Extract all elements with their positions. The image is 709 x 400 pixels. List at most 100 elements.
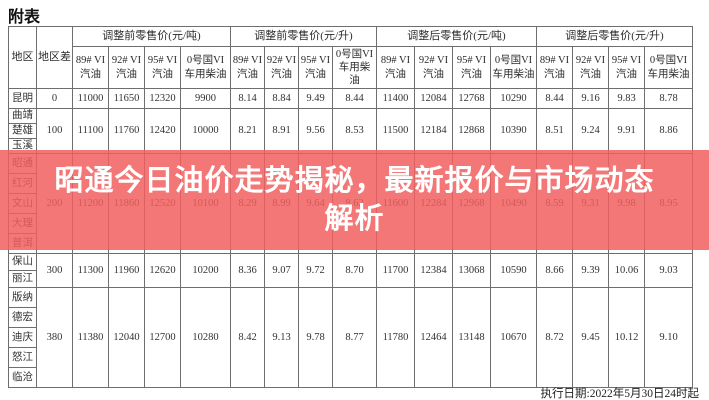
price-cell: 12464 [414, 287, 453, 388]
price-cell: 10590 [490, 253, 537, 288]
price-cell: 12620 [144, 253, 181, 288]
price-cell: 9.16 [572, 88, 609, 109]
price-cell: 10670 [490, 287, 537, 388]
price-cell: 9.10 [644, 287, 693, 388]
price-cell: 11760 [108, 108, 145, 154]
price-cell: 12184 [414, 108, 453, 154]
table-row: 保山 300 11300 11960 12620 10200 8.36 9.07 9.72 8.7… [8, 253, 693, 288]
header-fuel-type: 89# VI汽油 [536, 46, 573, 89]
price-cell: 11780 [376, 287, 415, 388]
header-fuel-type: 92# VI汽油 [108, 46, 145, 89]
header-region-diff: 地区差 [36, 26, 73, 89]
price-cell: 11300 [72, 253, 109, 288]
price-cell: 8.44 [332, 88, 377, 109]
price-cell: 12768 [452, 88, 491, 109]
price-cell: 10390 [490, 108, 537, 154]
price-cell: 11700 [376, 253, 415, 288]
region-cell: 迪庆 [8, 327, 37, 348]
price-cell: 9.39 [572, 253, 609, 288]
table-row: 临沧 [8, 367, 693, 388]
price-cell: 9.45 [572, 287, 609, 388]
price-cell: 11500 [376, 108, 415, 154]
price-cell: 8.91 [264, 108, 299, 154]
header-fuel-type: 92# VI汽油 [414, 46, 453, 89]
price-cell: 11960 [108, 253, 145, 288]
price-cell: 11380 [72, 287, 109, 388]
price-cell: 8.86 [644, 108, 693, 154]
region-cell: 曲靖 [8, 108, 37, 124]
price-cell: 13148 [452, 287, 491, 388]
price-cell: 8.84 [264, 88, 299, 109]
price-cell: 8.77 [332, 287, 377, 388]
header-price-group: 调整后零售价(元/吨) [376, 26, 537, 47]
price-cell: 9.13 [264, 287, 299, 388]
header-price-group: 调整前零售价(元/吨) [72, 26, 231, 47]
price-cell: 11000 [72, 88, 109, 109]
header-fuel-type: 95# VI汽油 [452, 46, 491, 89]
region-diff-cell: 300 [36, 253, 73, 288]
table-row: 曲靖 100 11100 11760 12420 10000 8.21 8.91 9.56 8.5… [8, 108, 693, 154]
price-cell: 12384 [414, 253, 453, 288]
price-cell: 10000 [180, 108, 231, 154]
price-cell: 9.83 [608, 88, 645, 109]
price-cell: 9900 [180, 88, 231, 109]
price-cell: 11650 [108, 88, 145, 109]
price-cell: 8.42 [230, 287, 265, 388]
header-fuel-type: 0号国VI车用柴油 [180, 46, 231, 89]
price-cell: 9.78 [298, 287, 333, 388]
price-cell: 12868 [452, 108, 491, 154]
table-row: 昆明 0 11000 11650 12320 9900 8.14 8.84 9.49 8.44 11… [8, 88, 693, 109]
price-cell: 11400 [376, 88, 415, 109]
header-fuel-type: 95# VI汽油 [144, 46, 181, 89]
price-cell: 12084 [414, 88, 453, 109]
table-row: 版纳 380 11380 12040 12700 10280 8.42 9.13 9.78 8.7… [8, 287, 693, 388]
price-cell: 8.70 [332, 253, 377, 288]
region-cell: 德宏 [8, 307, 37, 328]
header-fuel-type: 95# VI汽油 [608, 46, 645, 89]
price-cell: 10280 [180, 287, 231, 388]
price-cell: 8.36 [230, 253, 265, 288]
price-cell: 9.72 [298, 253, 333, 288]
price-cell: 9.91 [608, 108, 645, 154]
header-fuel-type: 0号国VI车用柴油 [332, 46, 377, 89]
header-fuel-type: 89# VI汽油 [230, 46, 265, 89]
price-cell: 9.03 [644, 253, 693, 288]
region-diff-cell: 100 [36, 108, 73, 154]
price-cell: 9.07 [264, 253, 299, 288]
price-cell: 8.78 [644, 88, 693, 109]
header-fuel-type: 89# VI汽油 [376, 46, 415, 89]
document-title: 附表 [8, 9, 41, 26]
header-price-group: 调整前零售价(元/升) [230, 26, 377, 47]
table-header: 地区 地区差 调整前零售价(元/吨) 调整前零售价(元/升) 调整后零售价(元/吨) 调整… [8, 26, 693, 89]
header-fuel-type: 0号国VI车用柴油 [644, 46, 693, 89]
price-cell: 11100 [72, 108, 109, 154]
header-fuel-type: 89# VI汽油 [72, 46, 109, 89]
price-cell: 10200 [180, 253, 231, 288]
region-diff-cell: 0 [36, 88, 73, 109]
header-fuel-type: 92# VI汽油 [264, 46, 299, 89]
header-price-group: 调整后零售价(元/升) [536, 26, 693, 47]
execution-date-note: 执行日期:2022年5月30日24时起 [540, 388, 699, 400]
price-cell: 12700 [144, 287, 181, 388]
price-cell: 12320 [144, 88, 181, 109]
price-cell: 12040 [108, 287, 145, 388]
region-cell: 保山 [8, 253, 37, 271]
price-cell: 10.12 [608, 287, 645, 388]
headline-banner: 昭通今日油价走势揭秘，最新报价与市场动态解析 [0, 150, 709, 250]
price-cell: 8.21 [230, 108, 265, 154]
region-cell: 楚雄 [8, 123, 37, 139]
region-diff-cell: 380 [36, 287, 73, 388]
price-cell: 8.51 [536, 108, 573, 154]
header-fuel-type: 0号国VI车用柴油 [490, 46, 537, 89]
header-fuel-type: 95# VI汽油 [298, 46, 333, 89]
price-cell: 9.56 [298, 108, 333, 154]
price-cell: 9.24 [572, 108, 609, 154]
region-cell: 版纳 [8, 287, 37, 308]
price-cell: 8.44 [536, 88, 573, 109]
price-cell: 8.66 [536, 253, 573, 288]
price-cell: 8.53 [332, 108, 377, 154]
headline-text: 昭通今日油价走势揭秘，最新报价与市场动态解析 [54, 165, 655, 235]
header-region: 地区 [8, 26, 37, 89]
price-cell: 10.06 [608, 253, 645, 288]
